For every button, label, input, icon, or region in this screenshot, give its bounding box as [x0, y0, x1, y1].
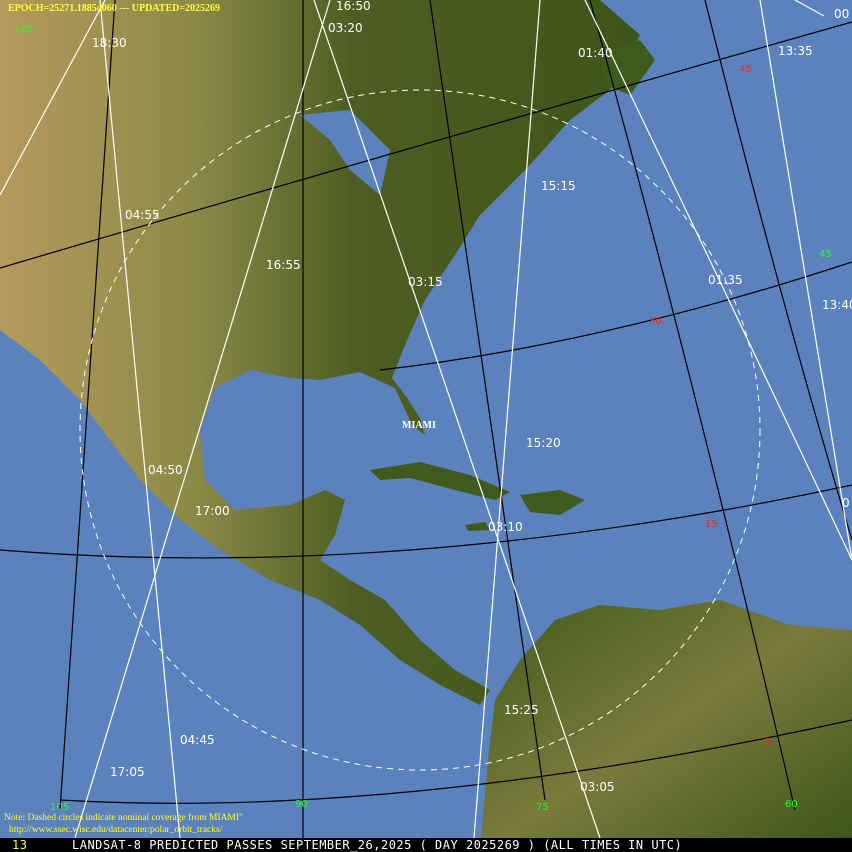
orbit-track	[759, 0, 852, 561]
longitude-line-75	[429, 0, 546, 801]
jamaica	[465, 522, 490, 531]
coverage-circle-miami	[79, 89, 761, 771]
pass-time-label: 15:20	[526, 436, 561, 450]
pass-time-label: 03:15	[408, 275, 443, 289]
latitude-label: 15	[705, 519, 718, 530]
pass-time-label: 03:20	[328, 21, 363, 35]
pass-time-label: 03:05	[580, 780, 615, 794]
latitude-line-30	[379, 261, 852, 371]
longitude-line-105	[59, 0, 116, 811]
longitude-label: 60	[785, 799, 798, 810]
pass-time-label: 04:45	[180, 733, 215, 747]
pass-time-label: 17:00	[195, 504, 230, 518]
latitude-label: 45	[739, 64, 752, 75]
epoch-header: EPOCH=25271.18854060 --- UPDATED=2025269	[8, 3, 221, 14]
latitude-line-15	[0, 484, 852, 559]
cuba	[370, 462, 510, 500]
latitude-label: 0	[764, 737, 771, 748]
orbit-track	[794, 0, 825, 17]
pass-time-label: 04:55	[125, 208, 160, 222]
pass-time-label: 16:55	[266, 258, 301, 272]
great-lakes	[300, 110, 390, 195]
longitude-label: 120	[14, 24, 34, 35]
hispaniola	[520, 490, 585, 515]
latitude-line-0	[59, 719, 852, 804]
orbit-track	[74, 0, 331, 839]
pass-time-label: 01:40	[578, 46, 613, 60]
orbit-track	[473, 0, 541, 839]
orbit-track	[0, 0, 106, 196]
orbit-track	[313, 0, 601, 839]
pass-time-label: 15:15	[541, 179, 576, 193]
orbit-track	[584, 0, 852, 561]
pass-time-label: 18:30	[92, 36, 127, 50]
latitude-label: 30	[649, 316, 662, 327]
pass-time-label: 01:35	[708, 273, 743, 287]
source-url[interactable]: http://www.ssec.wisc.edu/datacenter/pola…	[9, 825, 223, 835]
frame-number: 13	[12, 838, 28, 852]
pass-time-label: 17:05	[110, 765, 145, 779]
longitude-label: 90	[295, 799, 308, 810]
longitude-label: 105	[50, 802, 70, 813]
pass-time-label: 13:35	[778, 44, 813, 58]
orbit-track	[99, 0, 181, 839]
pass-time-label: 03:10	[488, 520, 523, 534]
north-america-landmass	[0, 0, 640, 705]
pass-time-label: 04:50	[148, 463, 183, 477]
pass-time-label: 13:40	[822, 298, 852, 312]
longitude-line-45	[704, 0, 852, 541]
longitude-label: 45	[819, 249, 832, 260]
coverage-note: Note: Dashed circles indicate nominal co…	[4, 813, 243, 823]
footer-bar: 13 LANDSAT-8 PREDICTED PASSES SEPTEMBER_…	[0, 838, 852, 852]
longitude-line-60	[589, 0, 796, 811]
latitude-line-45	[0, 21, 852, 269]
south-america-landmass	[480, 600, 852, 852]
footer-title: LANDSAT-8 PREDICTED PASSES SEPTEMBER_26,…	[72, 838, 683, 852]
longitude-label: 75	[536, 802, 549, 813]
pass-time-label: 15:25	[504, 703, 539, 717]
pass-time-label: 00	[834, 7, 850, 21]
newfoundland	[600, 40, 655, 95]
pass-time-label: 0	[842, 496, 850, 510]
station-label-miami: MIAMI	[402, 420, 436, 431]
pass-time-label: 16:50	[336, 0, 371, 13]
